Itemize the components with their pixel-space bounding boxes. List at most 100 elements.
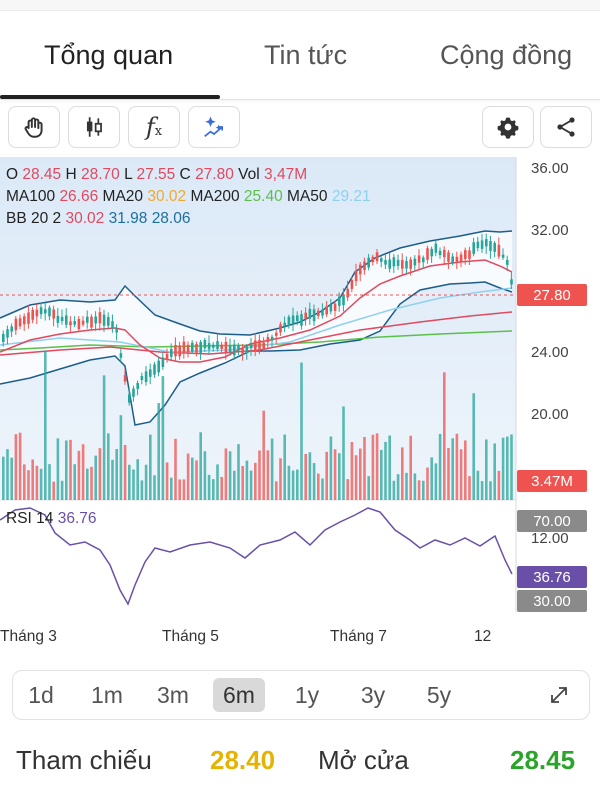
candle-body [317, 310, 320, 316]
candle-body [174, 344, 177, 357]
candle-body [296, 315, 299, 321]
candle-body [52, 309, 55, 319]
candle-body [90, 316, 93, 328]
candle-body [14, 318, 18, 331]
candle-body [312, 309, 316, 322]
candle-body [447, 252, 450, 262]
period-1m-button[interactable]: 1m [91, 681, 123, 708]
period-6m-button[interactable]: 6m [213, 678, 265, 712]
volume-bar [178, 479, 181, 500]
candle-body [149, 369, 152, 377]
candle-body [392, 257, 396, 267]
x-axis-label: 12 [474, 628, 492, 645]
price-tick: 24.00 [531, 344, 569, 361]
tab-overview[interactable]: Tổng quan [44, 40, 174, 70]
volume-bar [44, 350, 47, 500]
chart-type-button[interactable] [68, 106, 120, 148]
volume-bar [262, 410, 265, 500]
volume-bar [2, 456, 5, 500]
volume-bar [23, 464, 26, 500]
volume-bar [501, 437, 505, 500]
candle-body [165, 353, 169, 360]
candle-body [69, 321, 72, 326]
volume-bar [65, 440, 68, 500]
period-3y-button[interactable]: 3y [360, 681, 386, 708]
period-1y-button[interactable]: 1y [294, 681, 320, 708]
volume-bar [249, 470, 253, 500]
volume-bar [258, 450, 261, 500]
candle-body [123, 375, 127, 382]
volume-bar [10, 457, 13, 500]
tab-news[interactable]: Tin tức [264, 40, 348, 70]
candlesticks [2, 233, 513, 406]
drawing-hand-button[interactable] [8, 106, 60, 148]
volume-bar [228, 451, 232, 500]
candle-body [325, 306, 328, 315]
volume-bar [270, 438, 274, 500]
volume-bar [136, 459, 139, 500]
price-chart[interactable] [0, 157, 600, 617]
volume-bar [119, 415, 123, 500]
candle-body [203, 340, 207, 349]
candle-body [338, 296, 341, 306]
candle-body [476, 241, 480, 249]
current-price-tag: 27.80 [517, 284, 587, 306]
volume-bar [157, 403, 160, 500]
candle-body [23, 316, 26, 325]
volume-bar [451, 438, 454, 500]
volume-bar [6, 449, 9, 500]
volume-bar [291, 470, 295, 500]
function-icon: fx [145, 113, 163, 141]
volume-bar [333, 449, 337, 500]
period-selector: 1d 1m 3m 6m 1y 3y 5y [12, 670, 590, 720]
volume-bar [115, 449, 118, 500]
share-button[interactable] [540, 106, 592, 148]
volume-bar [438, 433, 442, 500]
period-1d-button[interactable]: 1d [28, 681, 54, 708]
volume-bar [107, 433, 110, 500]
volume-bar [144, 464, 148, 500]
volume-bar [140, 480, 144, 500]
indicators-button[interactable]: fx [128, 106, 180, 148]
volume-bar [468, 476, 471, 500]
volume-bar [191, 457, 194, 500]
settings-button[interactable] [482, 106, 534, 148]
candle-body [170, 349, 173, 357]
candle-body [329, 304, 333, 312]
candle-body [493, 242, 496, 252]
gear-icon [497, 117, 519, 139]
period-3m-button[interactable]: 3m [157, 681, 189, 708]
volume-bar [434, 463, 438, 500]
period-5y-button[interactable]: 5y [426, 681, 452, 708]
rsi-line [0, 507, 513, 606]
candle-body [212, 344, 215, 348]
candle-body [422, 257, 425, 263]
tab-community[interactable]: Cộng đồng [440, 40, 573, 70]
candle-body [262, 342, 265, 349]
volume-bar [430, 457, 433, 500]
candle-body [111, 321, 114, 328]
candle-body [161, 357, 165, 367]
volume-bar [312, 463, 316, 500]
candle-body [136, 382, 139, 389]
candle-body [380, 258, 383, 262]
volume-bar [506, 436, 509, 500]
reference-price-value: 28.40 [210, 745, 276, 775]
candle-body [283, 322, 286, 326]
candle-body [207, 343, 211, 350]
candle-body [115, 329, 118, 333]
volume-bar [174, 438, 177, 500]
candle-body [44, 309, 47, 314]
candle-body [354, 270, 358, 282]
candle-body [140, 376, 144, 380]
smart-tools-button[interactable] [188, 106, 240, 148]
fullscreen-button[interactable] [533, 678, 585, 712]
bollinger-legend: BB 20 2 30.02 31.98 28.06 [6, 210, 191, 227]
volume-bar [283, 434, 286, 500]
volume-bar [359, 448, 362, 500]
volume-bar [102, 375, 106, 500]
candle-body [363, 261, 366, 271]
volume-bar [367, 476, 370, 500]
candle-body [182, 341, 186, 354]
ma20-line [0, 259, 513, 363]
